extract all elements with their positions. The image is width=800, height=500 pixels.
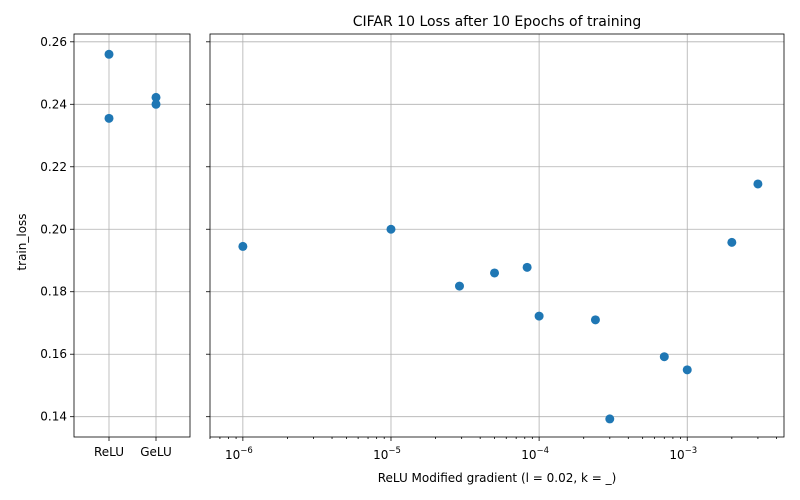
x-axis-label: ReLU Modified gradient (l = 0.02, k = _)	[378, 471, 617, 485]
data-point	[522, 262, 532, 272]
right-panel-log-scatter: 10−6 10−5 10−4 10−3	[206, 33, 785, 462]
data-point	[590, 315, 600, 325]
x-tick-label-power: 10−5	[373, 446, 401, 462]
y-tick-label: 0.16	[40, 347, 67, 361]
data-point	[534, 311, 544, 321]
data-point	[386, 224, 396, 234]
right-axes-frame	[209, 33, 785, 438]
y-tick-label: 0.18	[40, 285, 67, 299]
data-point	[238, 241, 248, 251]
left-gridlines	[74, 34, 190, 437]
data-point	[727, 237, 737, 247]
data-point	[151, 99, 161, 109]
right-y-ticks	[206, 41, 210, 418]
x-tick-label-category: GeLU	[140, 445, 172, 459]
y-tick-label: 0.26	[40, 35, 67, 49]
y-axis-label: train_loss	[15, 213, 29, 270]
y-tick-label: 0.14	[40, 410, 67, 424]
left-y-ticks: 0.14 0.16 0.18 0.20 0.22 0.24 0.26	[40, 35, 74, 424]
data-point	[454, 281, 464, 291]
data-point	[104, 49, 114, 59]
x-tick-label-power: 10−3	[669, 446, 697, 462]
right-points	[238, 179, 763, 424]
left-points	[104, 49, 161, 123]
left-x-ticks: ReLU GeLU	[94, 437, 172, 459]
data-point	[659, 352, 669, 362]
y-tick-label: 0.24	[40, 97, 67, 111]
data-point	[682, 365, 692, 375]
right-x-ticks: 10−6 10−5 10−4 10−3	[209, 437, 777, 462]
data-point	[104, 113, 114, 123]
x-tick-label-power: 10−4	[521, 446, 549, 462]
right-gridlines	[210, 34, 784, 437]
data-point	[605, 414, 615, 424]
data-point	[753, 179, 763, 189]
left-panel-categorical: 0.14 0.16 0.18 0.20 0.22 0.24 0.26 ReLU GeLU	[40, 33, 191, 459]
y-tick-label: 0.22	[40, 160, 67, 174]
left-axes-frame	[73, 33, 191, 438]
y-tick-label: 0.20	[40, 222, 67, 236]
data-point	[490, 268, 500, 278]
x-tick-label-power: 10−6	[225, 446, 253, 462]
x-tick-label-category: ReLU	[94, 445, 124, 459]
chart-title: CIFAR 10 Loss after 10 Epochs of trainin…	[353, 14, 641, 30]
data-point	[151, 92, 161, 102]
